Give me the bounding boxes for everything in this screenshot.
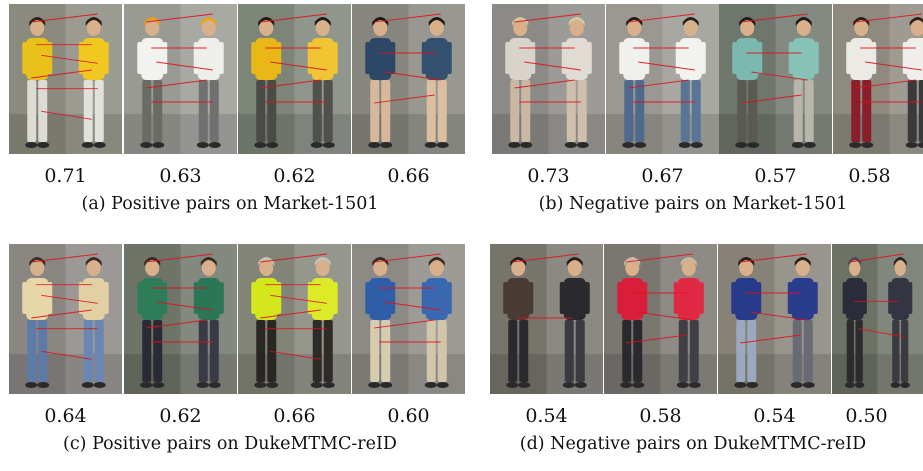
person-pair-image bbox=[833, 4, 923, 154]
image-pair bbox=[124, 4, 237, 154]
similarity-score: 0.64 bbox=[9, 404, 122, 428]
person-pair-image bbox=[9, 4, 122, 154]
image-pair bbox=[238, 244, 351, 394]
person-pair-image bbox=[9, 244, 122, 394]
person-pair-image bbox=[352, 244, 465, 394]
person-pair-image bbox=[238, 244, 351, 394]
similarity-score: 0.67 bbox=[606, 164, 719, 188]
similarity-score: 0.66 bbox=[352, 164, 465, 188]
similarity-score: 0.71 bbox=[9, 164, 122, 188]
person-pair-image bbox=[719, 4, 832, 154]
image-pair bbox=[832, 244, 923, 394]
image-pair bbox=[492, 4, 605, 154]
similarity-score: 0.62 bbox=[238, 164, 351, 188]
person-pair-image bbox=[832, 244, 923, 394]
similarity-score: 0.73 bbox=[492, 164, 605, 188]
panel-b: 0.73 0.67 0.57 0.58 (b) Negative pairs o… bbox=[463, 4, 923, 231]
image-pair bbox=[9, 244, 122, 394]
similarity-score: 0.54 bbox=[490, 404, 603, 428]
similarity-score: 0.63 bbox=[124, 164, 237, 188]
similarity-score: 0.58 bbox=[604, 404, 717, 428]
similarity-score: 0.62 bbox=[124, 404, 237, 428]
image-pair bbox=[833, 4, 923, 154]
panel-caption: (b) Negative pairs on Market-1501 bbox=[463, 192, 923, 216]
panel-c: 0.64 0.62 0.66 0.60 (c) Positive pairs o… bbox=[0, 244, 460, 471]
image-pair bbox=[604, 244, 717, 394]
similarity-score: 0.60 bbox=[352, 404, 465, 428]
person-pair-image bbox=[490, 244, 603, 394]
image-pair bbox=[718, 244, 831, 394]
panel-caption: (a) Positive pairs on Market-1501 bbox=[0, 192, 460, 216]
similarity-score: 0.66 bbox=[238, 404, 351, 428]
image-pair bbox=[719, 4, 832, 154]
person-pair-image bbox=[124, 244, 237, 394]
panel-caption: (c) Positive pairs on DukeMTMC-reID bbox=[0, 432, 460, 456]
image-pair bbox=[9, 4, 122, 154]
similarity-score: 0.58 bbox=[813, 164, 923, 188]
person-pair-image bbox=[492, 4, 605, 154]
person-pair-image bbox=[238, 4, 351, 154]
image-pair bbox=[238, 4, 351, 154]
similarity-score: 0.50 bbox=[810, 404, 923, 428]
panel-d: 0.54 0.58 0.54 0.50 (d) Negative pairs o… bbox=[463, 244, 923, 471]
image-pair bbox=[124, 244, 237, 394]
image-pair bbox=[352, 4, 465, 154]
person-pair-image bbox=[606, 4, 719, 154]
panel-a: 0.71 0.63 0.62 0.66 (a) Positive pairs o… bbox=[0, 4, 460, 231]
image-pair bbox=[352, 244, 465, 394]
panel-caption: (d) Negative pairs on DukeMTMC-reID bbox=[463, 432, 923, 456]
image-pair bbox=[490, 244, 603, 394]
person-pair-image bbox=[352, 4, 465, 154]
person-pair-image bbox=[124, 4, 237, 154]
image-pair bbox=[606, 4, 719, 154]
person-pair-image bbox=[718, 244, 831, 394]
person-pair-image bbox=[604, 244, 717, 394]
